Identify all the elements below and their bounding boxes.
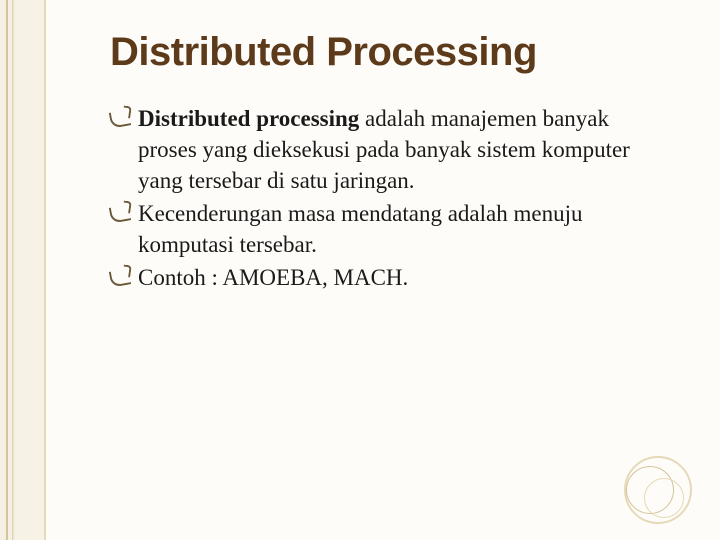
- slide-content: Distributed Processing Distributed proce…: [0, 0, 720, 325]
- bullet-item: Kecenderungan masa mendatang adalah menu…: [110, 198, 670, 260]
- slide-title: Distributed Processing: [110, 30, 670, 75]
- bullet-text: Contoh : AMOEBA, MACH.: [138, 265, 408, 290]
- deco-ring: [644, 478, 684, 518]
- bullet-item: Contoh : AMOEBA, MACH.: [110, 262, 670, 293]
- bullet-item: Distributed processing adalah manajemen …: [110, 103, 670, 196]
- decorative-circles: [624, 456, 692, 524]
- bullet-lead-bold: Distributed processing: [138, 106, 359, 131]
- bullet-text: Kecenderungan masa mendatang adalah menu…: [138, 201, 582, 257]
